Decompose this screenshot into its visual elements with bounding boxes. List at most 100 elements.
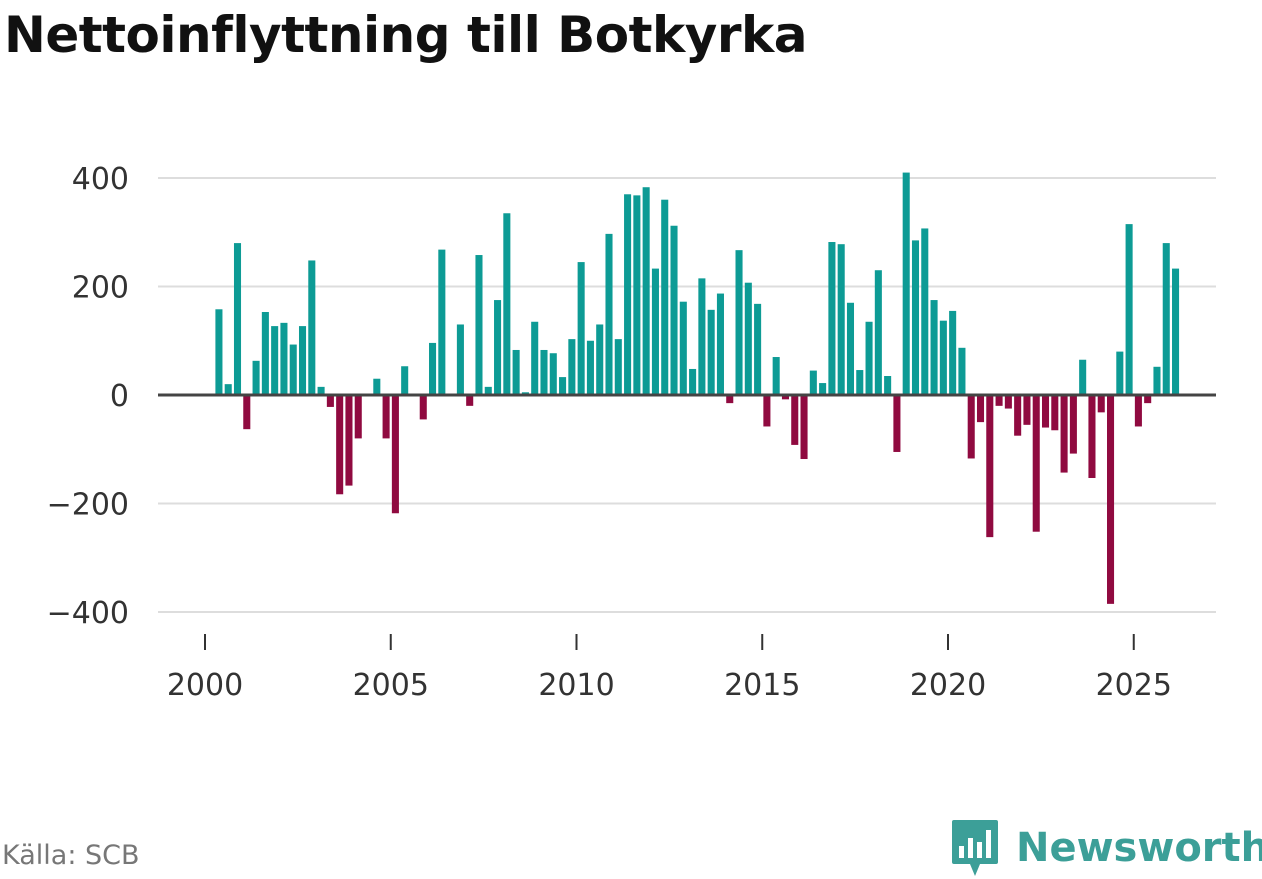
bar bbox=[215, 309, 223, 395]
bar bbox=[1107, 395, 1115, 604]
bar bbox=[930, 300, 938, 395]
bar bbox=[1023, 395, 1031, 425]
bar bbox=[401, 366, 409, 395]
bar bbox=[475, 255, 483, 395]
x-tick-label: 2025 bbox=[1096, 668, 1172, 703]
bar bbox=[921, 228, 929, 395]
bar bbox=[1116, 351, 1124, 395]
bar bbox=[261, 311, 269, 395]
bar bbox=[995, 395, 1003, 406]
bar bbox=[865, 321, 873, 395]
bar bbox=[828, 242, 836, 395]
bar bbox=[707, 309, 715, 395]
bar bbox=[1097, 395, 1105, 413]
bar bbox=[1014, 395, 1022, 436]
x-tick-label: 2015 bbox=[724, 668, 800, 703]
y-tick-label: −200 bbox=[47, 488, 129, 523]
bar bbox=[326, 395, 334, 407]
bar bbox=[1041, 395, 1050, 428]
bar bbox=[298, 326, 307, 395]
bar bbox=[846, 302, 855, 395]
bar bbox=[354, 395, 362, 439]
bar bbox=[819, 383, 827, 395]
bar bbox=[382, 395, 390, 439]
bar bbox=[939, 320, 947, 395]
bar bbox=[233, 243, 242, 395]
bar bbox=[735, 250, 743, 395]
bar bbox=[754, 303, 762, 395]
x-tick-label: 2010 bbox=[538, 668, 614, 703]
bar bbox=[577, 262, 585, 395]
bar bbox=[679, 301, 687, 395]
bar bbox=[1051, 395, 1059, 431]
bar bbox=[1079, 359, 1087, 395]
x-axis-ticks: 2000 2005 2010 2015 2020 2025 bbox=[167, 634, 1172, 703]
bar bbox=[373, 378, 381, 395]
bar bbox=[596, 324, 604, 395]
bar bbox=[874, 270, 882, 395]
bar bbox=[893, 395, 901, 452]
bar bbox=[781, 395, 789, 400]
bar bbox=[1032, 395, 1040, 532]
bar bbox=[503, 213, 511, 395]
bar bbox=[772, 357, 780, 395]
bar bbox=[317, 386, 325, 395]
bar bbox=[1125, 224, 1133, 395]
bar bbox=[484, 386, 492, 395]
bar bbox=[466, 395, 474, 406]
bar bbox=[494, 300, 502, 395]
bar bbox=[884, 376, 892, 395]
bar bbox=[902, 172, 910, 395]
bar bbox=[651, 268, 659, 395]
bar bbox=[586, 340, 594, 395]
bar bbox=[531, 321, 539, 395]
bar bbox=[280, 322, 288, 395]
bar bbox=[568, 339, 576, 395]
bar bbox=[1153, 366, 1161, 395]
bar bbox=[605, 233, 613, 395]
bar bbox=[243, 395, 251, 430]
y-tick-label: −400 bbox=[47, 596, 129, 631]
bar bbox=[429, 342, 437, 395]
bar-chart-logo-icon bbox=[952, 820, 998, 876]
chart-title: Nettoinflyttning till Botkyrka bbox=[4, 6, 808, 64]
bar bbox=[856, 370, 864, 395]
brand-name: Newsworthy bbox=[1016, 825, 1262, 871]
x-tick-label: 2020 bbox=[910, 668, 986, 703]
newsworthy-logo[interactable]: Newsworthy bbox=[950, 818, 1262, 878]
bar bbox=[744, 282, 752, 395]
bar bbox=[726, 395, 734, 404]
bar bbox=[559, 377, 567, 395]
bar bbox=[976, 395, 985, 423]
bar bbox=[1134, 395, 1142, 427]
bar bbox=[308, 260, 316, 395]
bar bbox=[271, 326, 279, 395]
bar bbox=[837, 244, 845, 395]
bar bbox=[986, 395, 994, 538]
bar bbox=[1162, 243, 1170, 395]
bar bbox=[949, 310, 957, 395]
y-tick-label: 0 bbox=[110, 379, 129, 414]
bar bbox=[512, 349, 520, 395]
x-tick-label: 2005 bbox=[353, 668, 429, 703]
bar bbox=[252, 360, 260, 395]
bar bbox=[438, 249, 446, 395]
bar bbox=[1060, 395, 1068, 473]
x-tick-label: 2000 bbox=[167, 668, 243, 703]
bar bbox=[1069, 395, 1077, 454]
bar bbox=[633, 195, 641, 395]
bar bbox=[911, 240, 920, 395]
bar bbox=[456, 324, 464, 395]
bar bbox=[958, 347, 966, 395]
y-tick-label: 200 bbox=[72, 271, 129, 306]
bar bbox=[1004, 395, 1012, 409]
bar bbox=[1144, 395, 1152, 404]
bar bbox=[642, 187, 650, 395]
bar bbox=[716, 293, 724, 395]
y-axis-ticks: 400 200 0 −200 −400 bbox=[47, 162, 129, 631]
bar bbox=[540, 349, 548, 395]
bar bbox=[791, 395, 799, 445]
bar bbox=[800, 395, 808, 460]
bar bbox=[967, 395, 975, 459]
